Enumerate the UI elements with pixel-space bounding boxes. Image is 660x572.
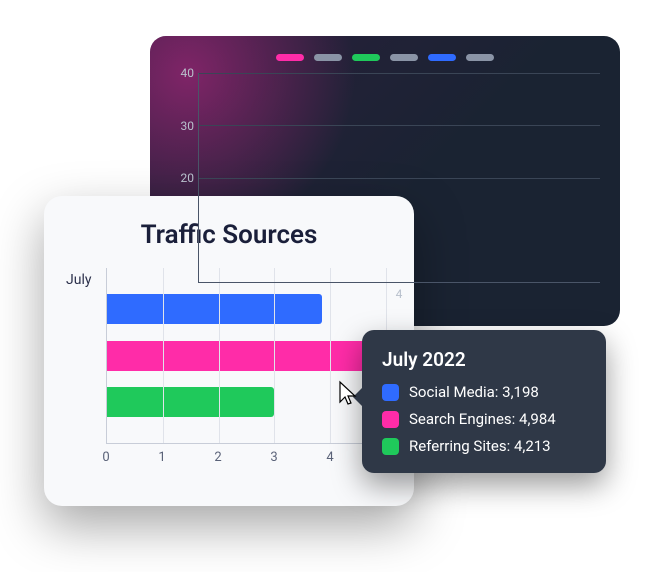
back-xtick-label — [198, 287, 332, 301]
back-chart-legend — [170, 54, 600, 61]
front-xtick-label: 0 — [102, 450, 109, 465]
tooltip-swatch — [382, 384, 399, 401]
traffic-sources-ylabel: July — [66, 272, 91, 288]
legend-pill — [390, 54, 418, 61]
back-chart-card: 20 30 40 4 — [150, 36, 620, 326]
legend-pill — [352, 54, 380, 61]
back-chart-yaxis: 203040 — [170, 73, 198, 283]
chart-tooltip: July 2022 Social Media: 3,198 Search Engi… — [362, 330, 606, 473]
tooltip-label: Search Engines: 4,984 — [409, 410, 556, 428]
legend-pill — [276, 54, 304, 61]
back-xtick-label — [466, 287, 600, 301]
back-ytick-label: 20 — [181, 171, 195, 185]
tooltip-row: Search Engines: 4,984 — [382, 410, 586, 428]
tooltip-title: July 2022 — [382, 348, 586, 371]
legend-pill — [314, 54, 342, 61]
front-gridline — [163, 268, 164, 443]
front-xtick-label: 1 — [158, 450, 165, 465]
back-chart-plot — [198, 73, 600, 283]
tooltip-label: Social Media: 3,198 — [409, 383, 539, 401]
legend-pill — [428, 54, 456, 61]
back-ytick-label: 40 — [181, 66, 195, 80]
back-xtick-label: 4 — [332, 287, 466, 301]
traffic-sources-xaxis: 012345 — [106, 448, 386, 468]
tooltip-row: Referring Sites: 4,213 — [382, 437, 586, 455]
cursor-icon — [336, 380, 360, 408]
back-gridline — [199, 178, 600, 179]
front-xtick-label: 4 — [326, 450, 333, 465]
tooltip-swatch — [382, 438, 399, 455]
front-xtick-label: 2 — [214, 450, 221, 465]
front-bar[interactable] — [107, 387, 274, 417]
back-gridline — [199, 73, 600, 74]
back-chart-xaxis: 4 — [198, 287, 600, 301]
tooltip-swatch — [382, 411, 399, 428]
back-chart: 203040 4 — [170, 73, 600, 283]
back-gridline — [199, 125, 600, 126]
tooltip-row: Social Media: 3,198 — [382, 383, 586, 401]
tooltip-label: Referring Sites: 4,213 — [409, 437, 551, 455]
legend-pill — [466, 54, 494, 61]
back-ytick-label: 30 — [181, 119, 195, 133]
front-bar[interactable] — [107, 341, 383, 371]
front-xtick-label: 3 — [270, 450, 277, 465]
